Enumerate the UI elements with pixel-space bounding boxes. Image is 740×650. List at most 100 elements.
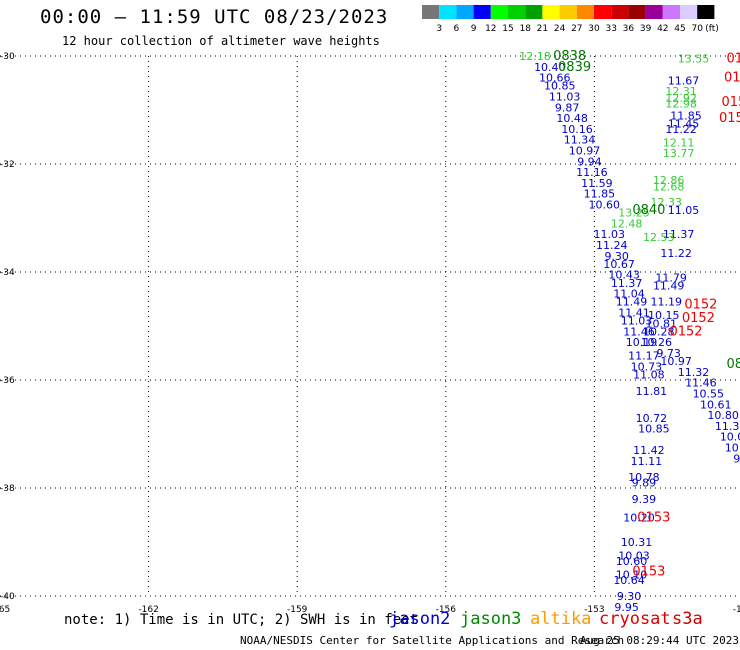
scale-swatch <box>439 5 457 19</box>
data-label-jason2: 11.85 <box>670 109 702 122</box>
data-label-jason2: 10.28 <box>643 325 675 338</box>
y-tick-label: -34 <box>0 268 15 278</box>
data-label-jason2: 11.16 <box>576 166 608 179</box>
data-label-jason3: 13.77 <box>663 147 695 160</box>
scale-swatch <box>456 5 474 19</box>
data-label-jason2: 9.39 <box>632 493 657 506</box>
data-label-jason2: 11.81 <box>636 385 668 398</box>
data-label-jason2: 10.85 <box>638 423 670 436</box>
data-label-jason2: 10.80 <box>707 409 739 422</box>
data-label-jason2: 11.03 <box>549 91 581 104</box>
y-tick-label: -40 <box>0 592 15 602</box>
data-label-jason2: 11.49 <box>616 296 648 309</box>
legend-cryosat: cryosat <box>599 609 671 629</box>
data-label-jason3-time: 0842 <box>726 357 740 372</box>
chart-title: 00:00 – 11:59 UTC 08/23/2023 <box>40 6 389 28</box>
credit-text: NOAA/NESDIS Center for Satellite Applica… <box>240 634 625 647</box>
scale-tick-label: 15 <box>502 24 513 34</box>
data-label-jason2: 10.52 <box>725 442 740 455</box>
data-label-jason2: 11.79 <box>655 271 687 284</box>
footer-note: note: 1) Time is in UTC; 2) SWH is in fe… <box>64 612 419 628</box>
data-label-jason2: 11.85 <box>584 188 616 201</box>
data-label-jason2: 11.22 <box>665 123 697 136</box>
data-label-jason2: 11.08 <box>633 369 665 382</box>
data-label-jason2: 10.73 <box>631 361 663 374</box>
data-label-jason2: 9.95 <box>614 601 639 614</box>
data-label-jason2: 10.67 <box>603 258 635 271</box>
scale-swatch <box>645 5 663 19</box>
y-tick-label: -30 <box>0 52 15 62</box>
data-label-jason3-time: 0839 <box>558 60 591 75</box>
data-label-jason2: 11.37 <box>611 277 643 290</box>
data-label-jason2: 11.05 <box>668 204 700 217</box>
data-label-jason3: 12.53 <box>643 231 675 244</box>
data-label-jason2: 10.64 <box>613 574 645 587</box>
data-label-jason2: 11.19 <box>650 296 682 309</box>
data-label-jason3: 13.55 <box>678 53 710 66</box>
scale-tick-label: 27 <box>571 24 582 34</box>
data-label-jason2: 9.94 <box>577 155 602 168</box>
scale-swatch <box>559 5 577 19</box>
data-label-jason2: 11.46 <box>623 325 655 338</box>
data-label-jason3: 12.98 <box>665 98 697 111</box>
scale-tick-label: 6 <box>454 24 460 34</box>
data-label-jason2: 10.19 <box>626 336 658 349</box>
data-label-jason2: 10.10 <box>616 568 648 581</box>
scale-swatch <box>697 5 715 19</box>
x-tick-label: -153 <box>584 605 604 615</box>
scale-unit-label: (ft) <box>705 24 719 34</box>
scale-swatch <box>473 5 491 19</box>
scale-swatch <box>422 5 440 19</box>
data-label-jason2: 10.55 <box>693 388 725 401</box>
data-label-jason2: 11.32 <box>678 366 710 379</box>
data-label-cryosat: 0152 <box>684 297 717 312</box>
x-tick-label: -165 <box>0 605 10 615</box>
scale-swatch <box>611 5 629 19</box>
scale-tick-label: 42 <box>657 24 668 34</box>
scale-tick-label: 9 <box>471 24 477 34</box>
data-label-jason3: 12.31 <box>665 85 697 98</box>
data-label-jason2: 10.81 <box>646 317 678 330</box>
scale-tick-label: 39 <box>640 24 652 34</box>
data-label-jason2: 10.61 <box>700 398 732 411</box>
data-label-jason2: 10.48 <box>556 112 588 125</box>
data-label-jason2: 10.85 <box>544 80 576 93</box>
data-label-jason2: 10.15 <box>648 309 680 322</box>
scale-tick-label: 24 <box>554 24 566 34</box>
scale-tick-label: 21 <box>537 24 548 34</box>
data-label-jason2: 10.40 <box>534 61 566 74</box>
data-label-jason2: 10.66 <box>539 72 571 85</box>
data-label-jason3: 12.86 <box>653 174 685 187</box>
data-label-jason2: 10.78 <box>628 471 660 484</box>
data-label-jason2: 9.90 <box>733 452 740 465</box>
data-label-jason2: 11.24 <box>596 239 628 252</box>
data-label-jason2: 11.34 <box>564 134 596 147</box>
x-tick-label: -159 <box>287 605 308 615</box>
legend-altika: altika <box>530 609 592 629</box>
data-label-jason3: 13.25 <box>618 207 650 220</box>
scale-tick-label: 3 <box>436 24 442 34</box>
legend-s3a: s3a <box>672 609 703 629</box>
data-label-jason2: 11.03 <box>594 228 626 241</box>
scale-tick-label: 18 <box>519 24 531 34</box>
scale-swatch <box>680 5 698 19</box>
data-label-jason2: 10.43 <box>608 269 640 282</box>
data-label-cryosat: 0151 <box>719 111 740 126</box>
scale-tick-label: 36 <box>623 24 635 34</box>
data-label-jason2: 11.04 <box>613 288 645 301</box>
scale-tick-label: 70 <box>691 24 703 34</box>
data-label-jason3-time: 0838 <box>553 49 586 64</box>
data-label-jason3: 12.48 <box>611 217 643 230</box>
data-label-jason2: 11.46 <box>685 377 717 390</box>
data-label-jason2: 9.89 <box>632 477 657 490</box>
data-label-jason2: 10.60 <box>589 199 621 212</box>
data-label-jason2: 10.16 <box>561 123 593 136</box>
x-tick-label: -150 <box>733 605 740 615</box>
scale-swatch <box>628 5 646 19</box>
data-label-jason3: 12.33 <box>650 196 682 209</box>
data-label-cryosat: 0152 <box>669 324 702 339</box>
scale-swatch <box>594 5 612 19</box>
data-label-jason3: 12.68 <box>653 181 685 194</box>
